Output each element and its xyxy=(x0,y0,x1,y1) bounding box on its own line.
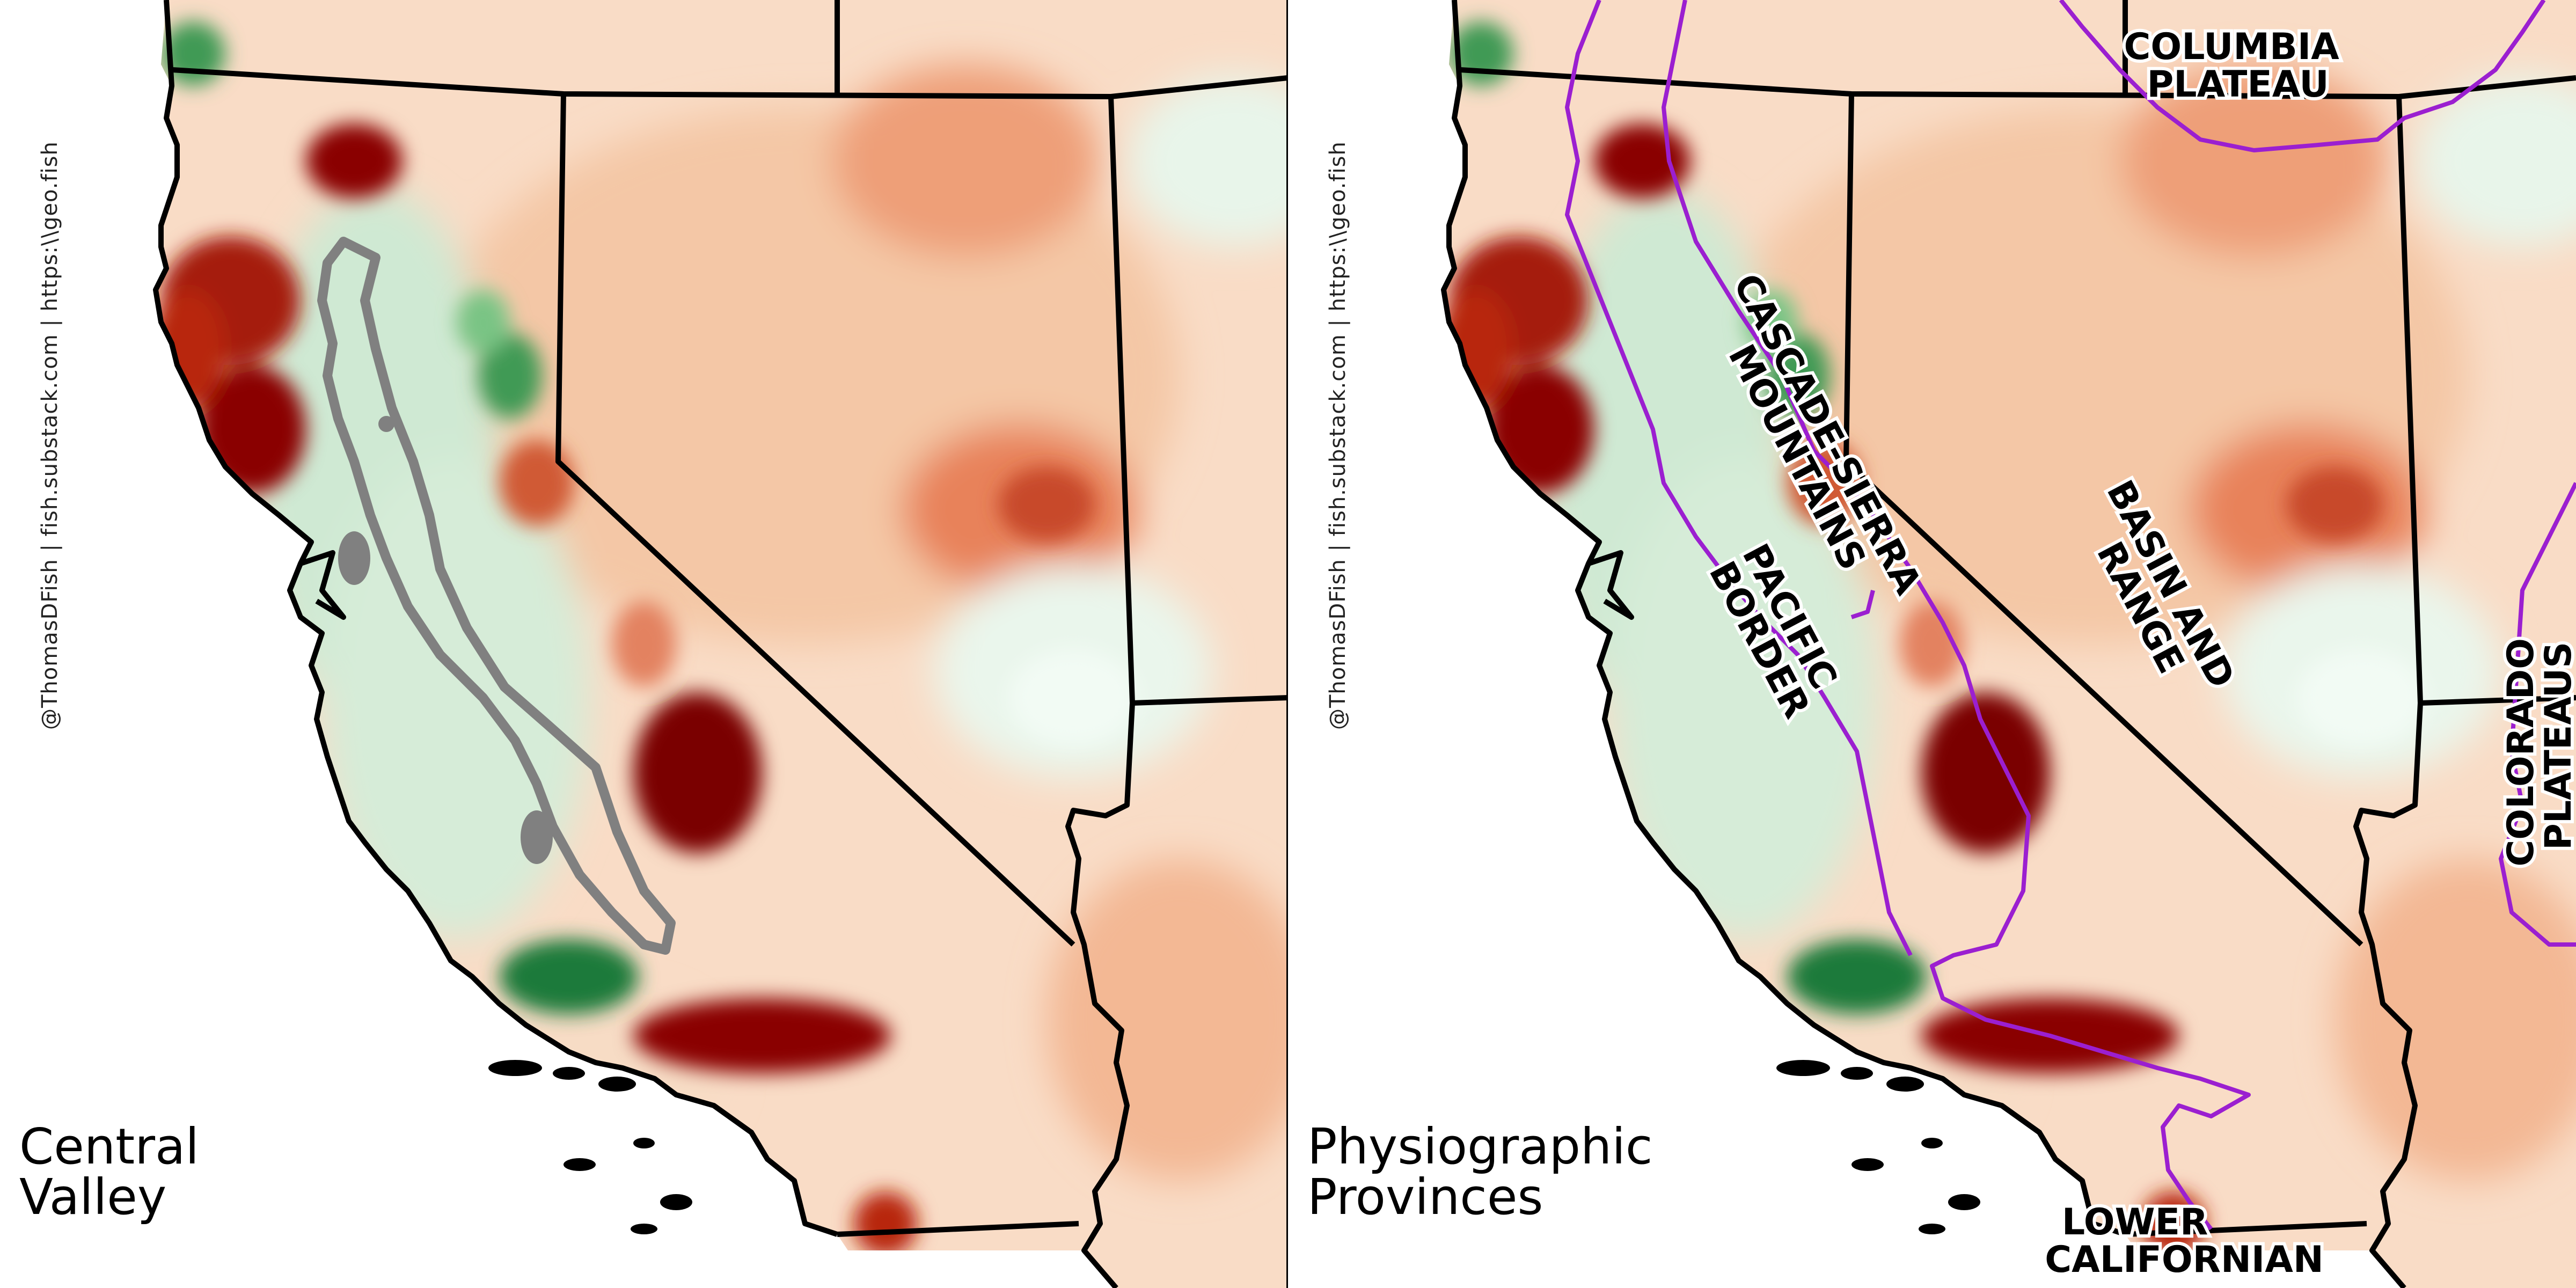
physiographic-provinces-panel: COLUMBIA PLATEAU CASCADE-SIERRA MOUNTAIN… xyxy=(1288,0,2576,1288)
pacific-coastline xyxy=(1441,0,2126,1237)
colorado-river-border xyxy=(1065,702,1135,1288)
california-nevada-border xyxy=(555,93,1075,947)
physiographic-provinces-map: COLUMBIA PLATEAU CASCADE-SIERRA MOUNTAIN… xyxy=(1441,0,2576,1288)
pacific-coastline xyxy=(153,0,838,1237)
central-valley-panel: @ThomasDFish | fish.substack.com | https… xyxy=(19,0,1288,1288)
province-label-lower-californian: LOWER CALIFORNIAN xyxy=(2045,1201,2324,1281)
credit-text: @ThomasDFish | fish.substack.com | https… xyxy=(1326,141,1350,730)
state-boundaries xyxy=(1441,0,2576,1288)
province-label-line: CALIFORNIAN xyxy=(2045,1239,2324,1281)
province-label-line: PLATEAU xyxy=(2147,63,2329,106)
panel-title-text: Central Valley xyxy=(19,1118,199,1226)
channel-islands xyxy=(488,1060,692,1234)
anomaly-raster xyxy=(1444,0,2576,1288)
california-nevada-border xyxy=(1843,93,2363,947)
state-boundaries xyxy=(153,0,1286,1288)
bay-outline xyxy=(1587,550,1634,620)
mexico-border xyxy=(837,1221,1079,1237)
credit-text: @ThomasDFish | fish.substack.com | https… xyxy=(38,141,62,730)
province-label-colorado-plateaus: COLORADO PLATEAUS xyxy=(2500,625,2576,866)
mexico-border xyxy=(2125,1221,2367,1237)
boundary-colorado-plateaus xyxy=(2499,482,2576,947)
central-valley-outline xyxy=(317,237,676,955)
anomaly-raster xyxy=(156,0,1286,1288)
bay-outline xyxy=(299,550,346,620)
colorado-river-border xyxy=(2353,702,2423,1288)
province-label-line: COLUMBIA xyxy=(2124,26,2340,68)
boundary-cascade-basin xyxy=(1662,0,2251,1231)
province-label-line: COLORADO xyxy=(2500,638,2542,867)
panel-title-text: Physiographic Provinces xyxy=(1307,1118,1653,1226)
oregon-border xyxy=(171,67,1286,99)
province-label-line: PLATEAUS xyxy=(2537,642,2576,850)
panel-title: Central Valley xyxy=(19,1122,556,1223)
province-boundaries xyxy=(1565,0,2576,1231)
boundary-pacific-cascade xyxy=(1565,0,1913,956)
province-label-columbia-plateau: COLUMBIA PLATEAU xyxy=(2124,26,2352,106)
boundary-bay xyxy=(1850,590,1875,619)
province-label-line: LOWER xyxy=(2062,1201,2208,1243)
oregon-border xyxy=(1459,67,2576,99)
panel-title: Physiographic Provinces xyxy=(1307,1122,1844,1223)
channel-islands xyxy=(1776,1060,1980,1234)
boundary-columbia-plateau xyxy=(2059,0,2546,152)
central-valley-map xyxy=(153,0,1286,1288)
